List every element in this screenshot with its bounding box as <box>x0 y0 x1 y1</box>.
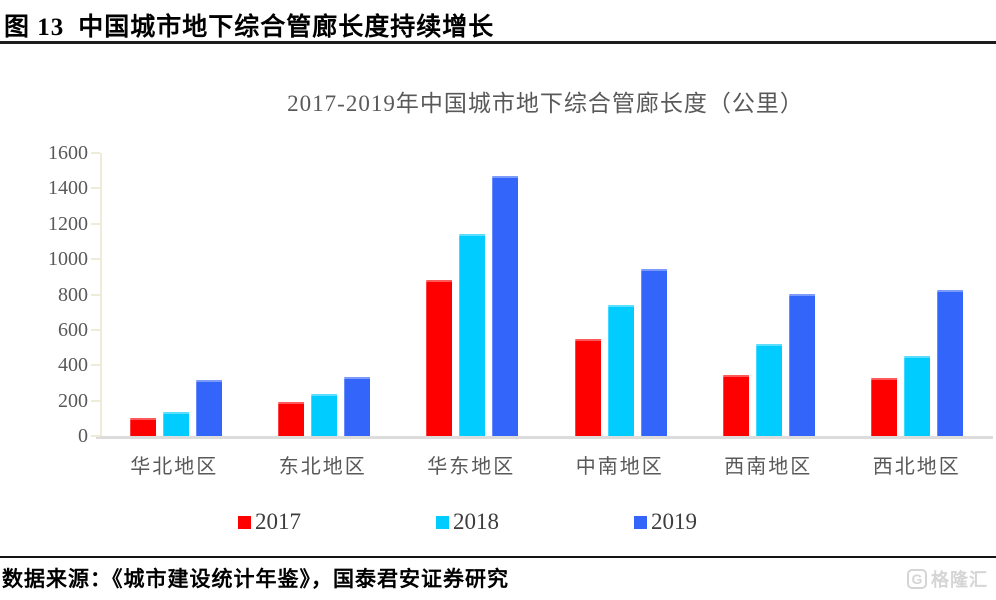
y-tick-label: 800 <box>58 283 88 306</box>
figure-number: 图 13 <box>4 14 65 41</box>
figure-heading: 图 13 中国城市地下综合管廊长度持续增长 <box>4 7 494 43</box>
bar-2019-华北地区 <box>196 380 223 436</box>
figure-title: 中国城市地下综合管廊长度持续增长 <box>78 14 495 41</box>
bar-2017-华东地区 <box>426 280 453 436</box>
y-tick-label: 600 <box>58 318 88 341</box>
x-axis-label-华东地区: 华东地区 <box>427 456 516 478</box>
bar-2018-西南地区 <box>755 344 782 436</box>
chart-title: 2017-2019年中国城市地下综合管廊长度（公里） <box>287 91 804 116</box>
bar-2017-西南地区 <box>722 375 749 436</box>
legend-item-2018: 2018 <box>436 509 634 535</box>
bar-2019-中南地区 <box>640 268 667 436</box>
data-source-note: 数据来源：《城市建设统计年鉴》，国泰君安证券研究 <box>2 567 509 591</box>
bar-group-中南地区 <box>547 153 695 436</box>
bar-2018-西北地区 <box>903 355 930 436</box>
x-axis-label-西南地区: 西南地区 <box>724 456 813 478</box>
x-axis-label-西北地区: 西北地区 <box>872 456 961 478</box>
brand-watermark: G 格隆汇 <box>907 566 988 592</box>
bar-2019-华东地区 <box>492 176 519 436</box>
y-tick-mark <box>91 399 100 402</box>
y-tick-mark <box>91 364 100 367</box>
bar-groups <box>102 153 991 436</box>
x-axis-labels: 华北地区 东北地区 华东地区 中南地区 西南地区 西北地区 <box>100 450 991 479</box>
bar-2018-华北地区 <box>163 412 190 436</box>
legend-item-2019: 2019 <box>634 509 832 535</box>
brand-logo-text: 格隆汇 <box>931 570 988 590</box>
bar-2017-东北地区 <box>278 402 305 436</box>
legend-label: 2017 <box>255 509 301 534</box>
bar-2017-中南地区 <box>574 338 601 436</box>
legend-swatch-icon <box>634 515 647 529</box>
bar-2019-西北地区 <box>936 290 963 436</box>
x-axis-line <box>96 436 993 439</box>
plot-area <box>91 152 993 439</box>
bar-group-西北地区 <box>843 153 991 436</box>
bar-2019-西南地区 <box>788 293 815 436</box>
bar-group-华北地区 <box>102 153 250 436</box>
chart-legend: 2017 2018 2019 <box>238 509 832 535</box>
bar-group-西南地区 <box>695 153 843 436</box>
bar-2018-华东地区 <box>459 234 486 436</box>
legend-label: 2018 <box>453 509 499 534</box>
header-divider <box>0 41 996 44</box>
legend-item-2017: 2017 <box>238 509 436 535</box>
bar-2018-东北地区 <box>311 393 338 436</box>
y-tick-mark <box>91 258 100 261</box>
legend-swatch-icon <box>436 515 449 529</box>
bar-2017-西北地区 <box>870 377 897 436</box>
y-tick-label: 1600 <box>48 142 88 164</box>
x-axis-label-东北地区: 东北地区 <box>278 456 367 478</box>
legend-swatch-icon <box>238 515 251 529</box>
y-tick-label: 200 <box>58 389 88 412</box>
brand-logo-icon: G <box>907 569 927 589</box>
y-axis-labels: 0 200 400 600 800 1000 1200 1400 1600 <box>0 142 88 447</box>
y-tick-label: 1200 <box>48 212 88 235</box>
legend-label: 2019 <box>651 509 697 534</box>
bar-2017-华北地区 <box>130 418 157 436</box>
bar-group-东北地区 <box>250 153 398 436</box>
y-tick-mark <box>91 435 100 437</box>
y-tick-mark <box>91 152 100 154</box>
bar-2019-东北地区 <box>344 376 371 436</box>
bar-2018-中南地区 <box>607 305 634 436</box>
y-tick-mark <box>91 187 100 190</box>
y-tick-mark <box>91 222 100 225</box>
x-axis-label-中南地区: 中南地区 <box>575 456 664 478</box>
y-tick-mark <box>91 328 100 331</box>
bar-group-华东地区 <box>398 153 546 436</box>
y-tick-label: 400 <box>58 354 88 377</box>
y-tick-mark <box>91 293 100 296</box>
footer-divider <box>0 556 996 558</box>
x-axis-label-华北地区: 华北地区 <box>130 456 219 478</box>
y-tick-label: 1400 <box>48 177 88 200</box>
y-tick-label: 0 <box>78 425 88 447</box>
y-tick-label: 1000 <box>48 248 88 271</box>
